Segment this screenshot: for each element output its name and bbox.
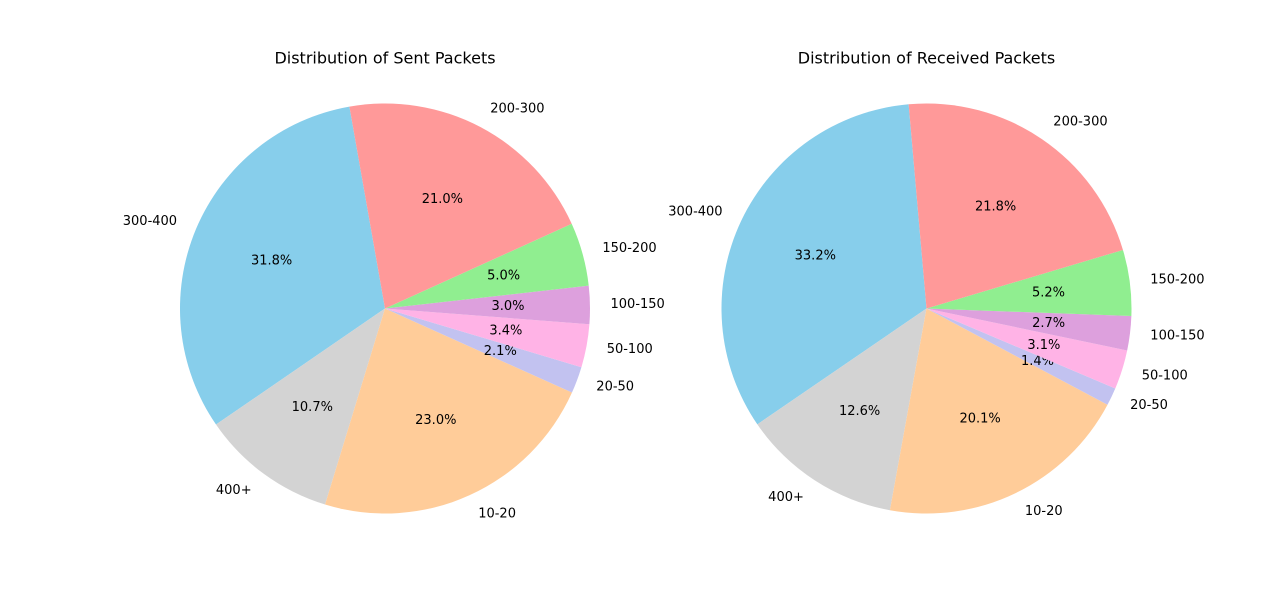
slice-received-150-200: [926, 249, 1132, 317]
percent-label-sent-400plus: 10.7%: [292, 400, 333, 415]
slice-sent-300-400: [179, 106, 385, 425]
category-label-received-20-50: 20-50: [1130, 398, 1168, 413]
percent-label-received-50-100: 3.1%: [1027, 338, 1060, 353]
chart-title-received: Distribution of Received Packets: [798, 49, 1056, 68]
slice-received-50-100: [926, 308, 1128, 389]
category-label-sent-400plus: 400+: [216, 483, 252, 498]
slice-sent-150-200: [385, 223, 589, 309]
category-label-received-200-300: 200-300: [1053, 115, 1107, 130]
slice-sent-200-300: [349, 103, 572, 309]
category-label-received-300-400: 300-400: [668, 205, 722, 220]
category-label-received-100-150: 100-150: [1150, 328, 1204, 343]
category-label-received-150-200: 150-200: [1150, 273, 1204, 288]
slice-received-400plus: [757, 308, 927, 511]
category-label-sent-200-300: 200-300: [490, 102, 544, 117]
pie-chart-received: Distribution of Received Packets 300-400 3…: [668, 49, 1204, 519]
category-label-sent-10-20: 10-20: [478, 506, 516, 521]
slice-sent-100-150: [385, 285, 591, 325]
percent-label-sent-300-400: 31.8%: [251, 253, 292, 268]
percent-label-received-100-150: 2.7%: [1032, 316, 1065, 331]
percent-label-received-300-400: 33.2%: [795, 248, 836, 263]
percent-label-sent-50-100: 3.4%: [489, 324, 522, 339]
category-label-sent-150-200: 150-200: [602, 241, 656, 256]
category-label-sent-300-400: 300-400: [123, 214, 177, 229]
percent-label-received-10-20: 20.1%: [959, 412, 1000, 427]
category-label-received-50-100: 50-100: [1142, 368, 1188, 383]
slice-received-100-150: [926, 308, 1132, 351]
percent-label-received-200-300: 21.8%: [975, 199, 1016, 214]
slice-received-200-300: [908, 103, 1123, 309]
category-label-received-10-20: 10-20: [1025, 504, 1063, 519]
category-label-sent-50-100: 50-100: [607, 342, 653, 357]
slice-received-10-20: [889, 308, 1108, 514]
slice-received-300-400: [721, 104, 927, 425]
slice-received-20-50: [926, 308, 1116, 405]
percent-label-received-150-200: 5.2%: [1032, 286, 1065, 301]
percent-label-received-400plus: 12.6%: [839, 404, 880, 419]
slice-sent-10-20: [325, 308, 572, 514]
percent-label-sent-100-150: 3.0%: [491, 299, 524, 314]
pie-chart-sent: Distribution of Sent Packets 300-400 31.8%…: [123, 49, 665, 522]
slice-sent-50-100: [385, 308, 590, 368]
category-label-received-400plus: 400+: [768, 490, 804, 505]
percent-label-sent-150-200: 5.0%: [487, 268, 520, 283]
category-label-sent-20-50: 20-50: [596, 380, 634, 395]
percent-label-sent-20-50: 2.1%: [484, 344, 517, 359]
slice-sent-20-50: [385, 308, 582, 393]
percent-label-sent-10-20: 23.0%: [415, 413, 456, 428]
category-label-sent-100-150: 100-150: [611, 297, 665, 312]
percent-label-sent-200-300: 21.0%: [422, 192, 463, 207]
chart-title-sent: Distribution of Sent Packets: [274, 49, 495, 68]
slice-sent-400plus: [216, 308, 385, 505]
